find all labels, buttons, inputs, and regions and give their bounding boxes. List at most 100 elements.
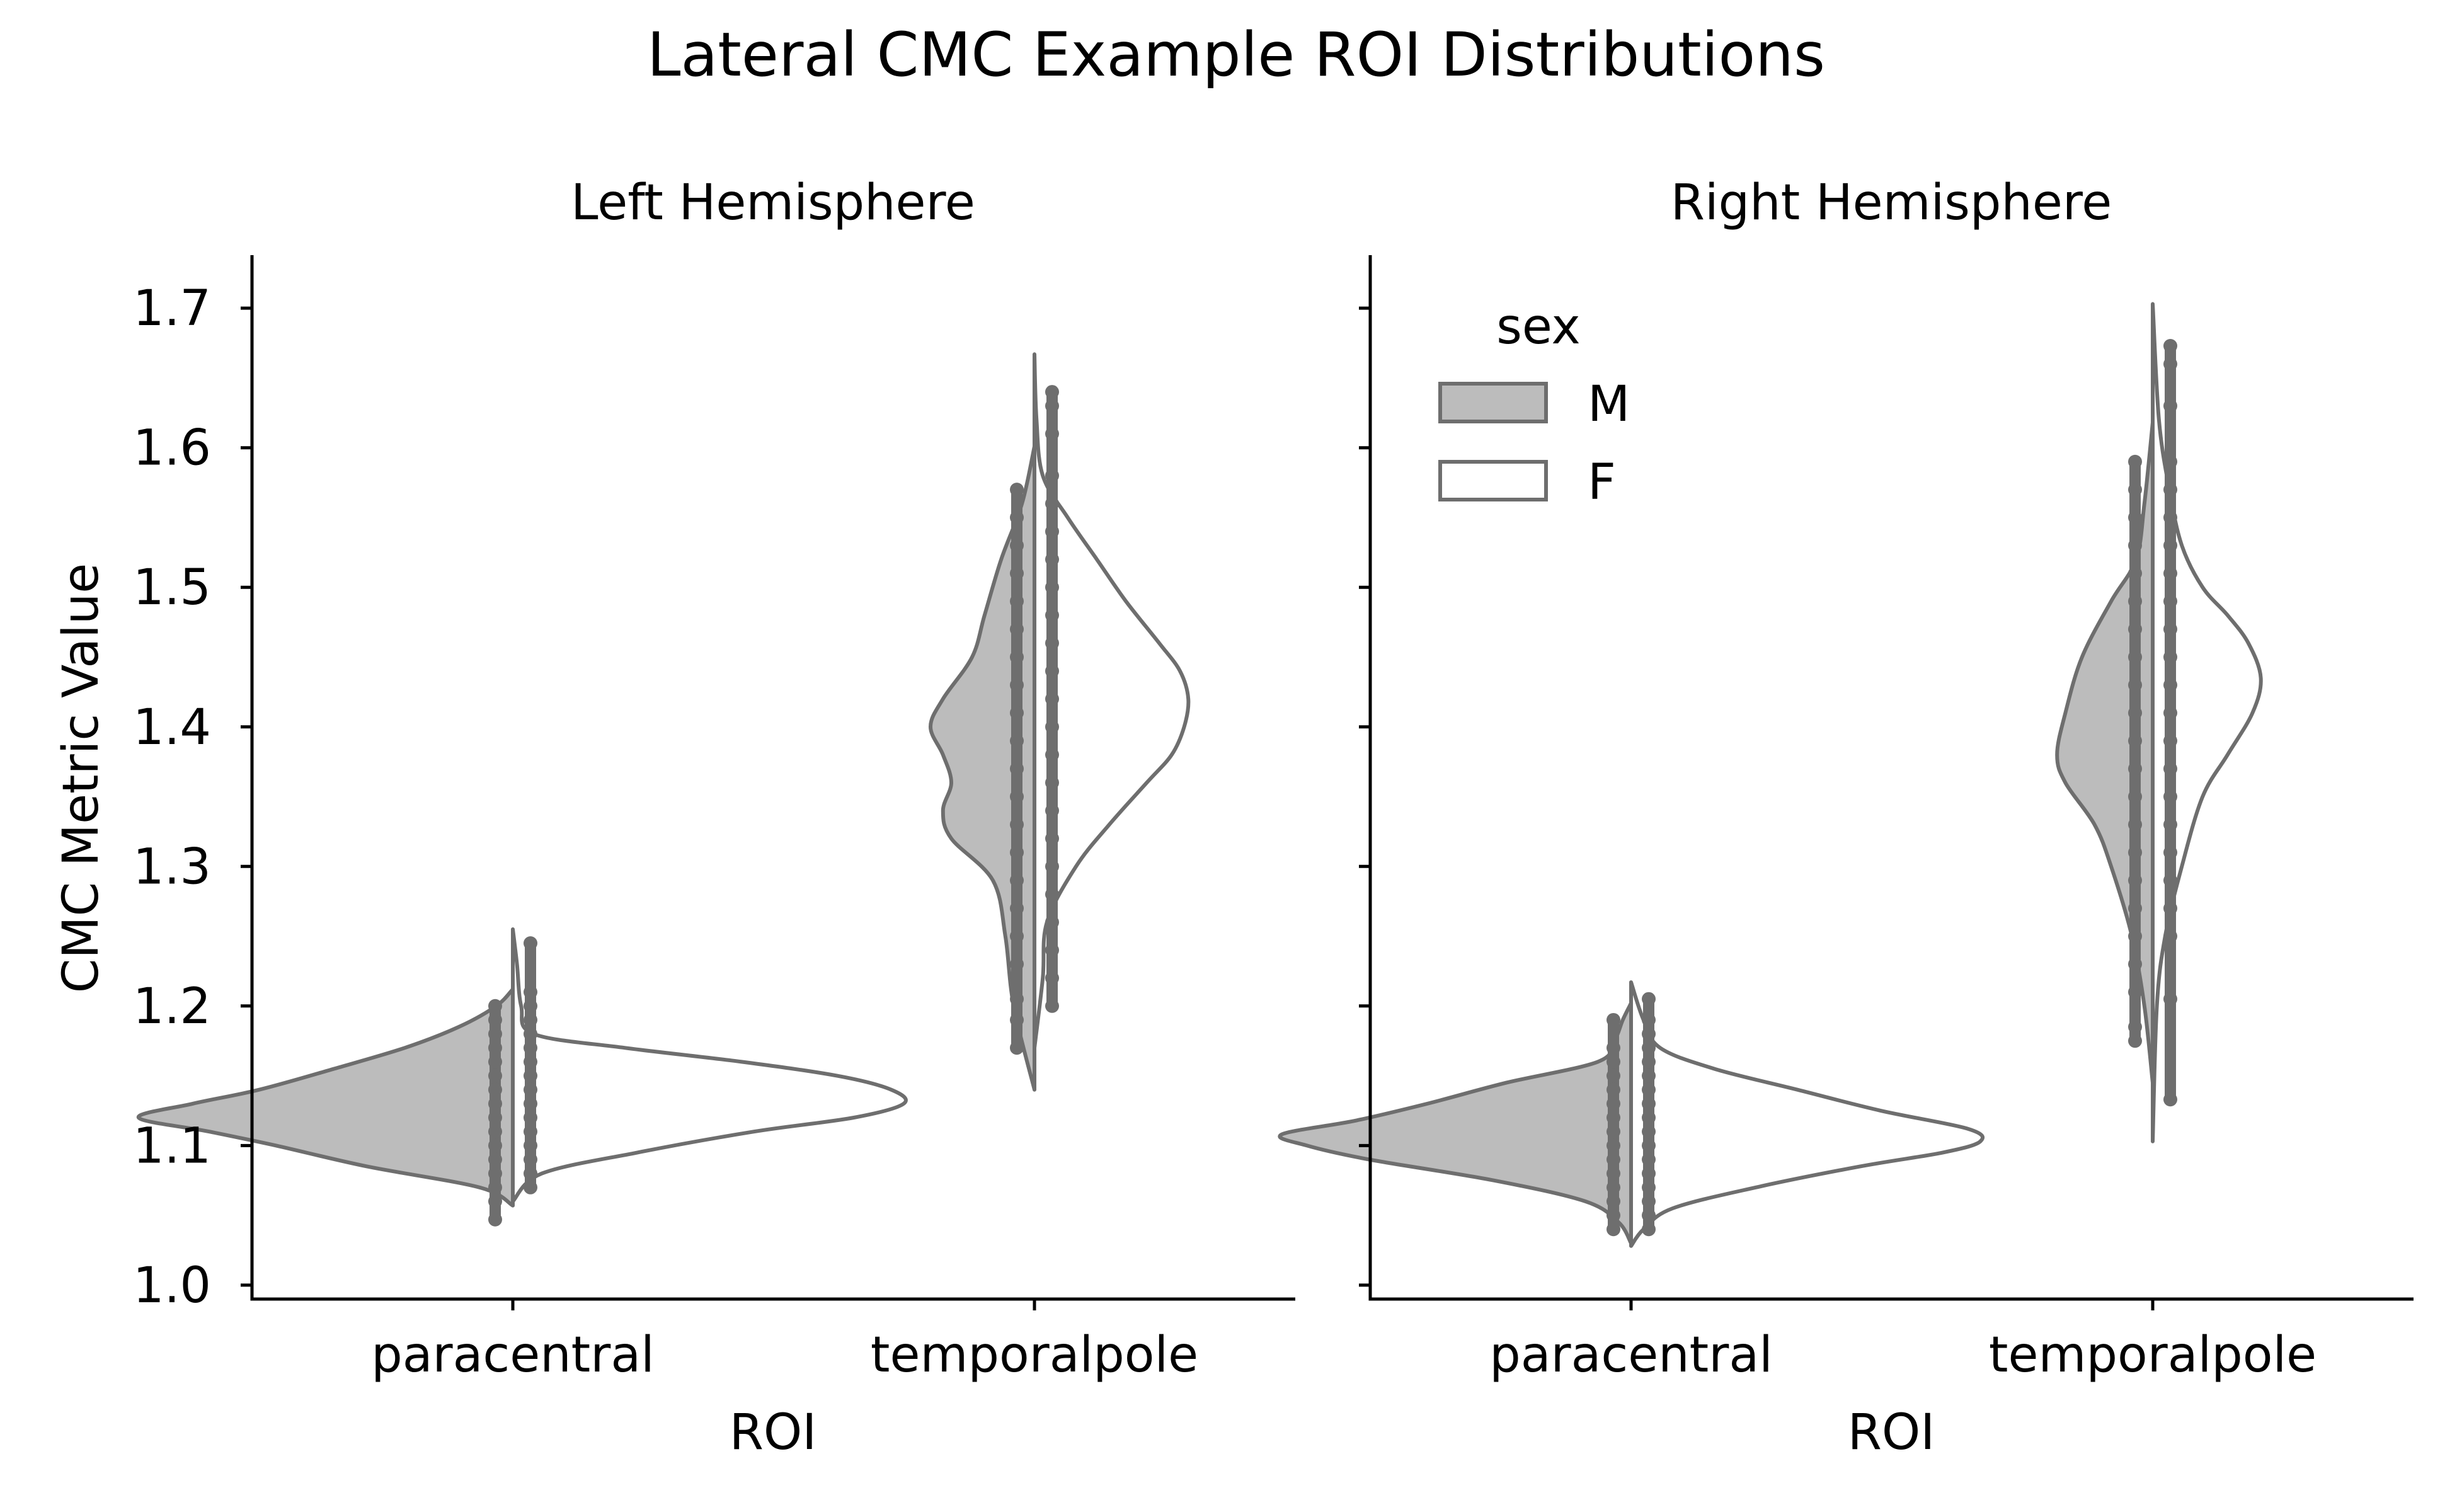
data-point (1045, 469, 1059, 483)
data-point (488, 1138, 502, 1153)
x-axis-label-right: ROI (1848, 1404, 1935, 1461)
data-point (524, 1027, 537, 1041)
right-panel-violins (1278, 302, 2263, 1248)
data-point (1045, 580, 1059, 595)
x-tick-label: paracentral (1489, 1327, 1773, 1383)
data-point (1606, 1208, 1620, 1223)
data-point (1010, 622, 1024, 636)
data-point (1606, 1138, 1620, 1153)
data-point (2128, 901, 2142, 915)
data-point (2163, 650, 2177, 664)
violin-right-paracentral-f (1629, 980, 1984, 1248)
data-point (2128, 650, 2142, 664)
data-point (2163, 845, 2177, 860)
data-point (1642, 1041, 1656, 1055)
data-point (1045, 803, 1059, 818)
y-tick-label: 1.7 (133, 280, 211, 337)
data-point (1642, 1138, 1656, 1153)
data-point (1642, 1208, 1656, 1223)
violin-left-paracentral-m (136, 987, 515, 1208)
right-y-ticks (1359, 306, 1370, 1287)
data-point (2163, 762, 2177, 776)
data-point (1010, 762, 1024, 776)
data-point (1010, 594, 1024, 609)
data-point (1045, 608, 1059, 622)
data-point (488, 1212, 502, 1227)
data-point (1642, 1194, 1656, 1208)
legend-swatch-f (1438, 460, 1548, 501)
data-point (1010, 650, 1024, 664)
data-point (2128, 762, 2142, 776)
data-point (1642, 1166, 1656, 1181)
y-tick-label: 1.5 (133, 559, 211, 616)
data-point (1010, 929, 1024, 944)
data-point (2128, 622, 2142, 636)
data-point (1045, 496, 1059, 511)
data-point (1642, 1068, 1656, 1083)
data-point (1010, 789, 1024, 804)
data-point (2128, 733, 2142, 748)
data-point (1010, 678, 1024, 692)
data-point (1642, 1111, 1656, 1125)
data-point (1606, 1125, 1620, 1139)
panel-title-right: Right Hemisphere (1671, 175, 2112, 231)
data-point (2128, 538, 2142, 553)
data-point (1642, 1180, 1656, 1194)
data-point (1010, 1012, 1024, 1027)
data-point (2128, 985, 2142, 999)
data-point (1045, 859, 1059, 874)
data-point (2128, 817, 2142, 832)
right-hemisphere-panel: Right Hemisphere paracentral temporalpole… (1278, 175, 2414, 1461)
data-point (488, 1012, 502, 1027)
left-y-ticks: 1.0 1.1 1.2 1.3 1.4 1.5 1.6 1.7 (133, 280, 252, 1314)
data-point (1045, 776, 1059, 790)
data-point (2163, 510, 2177, 525)
data-point (1606, 1055, 1620, 1069)
data-point (1606, 1096, 1620, 1111)
data-point (524, 1180, 537, 1194)
data-point (1010, 992, 1024, 1006)
left-x-ticks: paracentral temporalpole (371, 1299, 1198, 1383)
data-point (1045, 385, 1059, 399)
legend-label-f: F (1588, 454, 1616, 511)
y-tick-label: 1.4 (133, 699, 211, 756)
data-point (524, 999, 537, 1013)
data-point (524, 985, 537, 999)
data-point (2163, 338, 2177, 353)
data-point (488, 1166, 502, 1181)
data-point (2163, 901, 2177, 915)
data-point (2163, 622, 2177, 636)
data-point (1010, 957, 1024, 971)
data-point (2163, 1092, 2177, 1107)
data-point (1045, 524, 1059, 539)
data-point (1010, 901, 1024, 915)
data-point (2128, 483, 2142, 497)
data-point (1010, 483, 1024, 497)
legend-swatch-m (1438, 382, 1548, 423)
data-point (2163, 817, 2177, 832)
data-point (488, 999, 502, 1013)
data-point (2163, 566, 2177, 581)
data-point (1045, 552, 1059, 566)
data-point (2128, 1034, 2142, 1048)
data-point (2128, 566, 2142, 581)
data-point (2163, 678, 2177, 692)
y-tick-label: 1.1 (133, 1118, 211, 1174)
data-point (1606, 1180, 1620, 1194)
violin-right-paracentral-m (1278, 1001, 1633, 1246)
data-point (1045, 943, 1059, 958)
data-point (524, 936, 537, 951)
left-panel-violins (136, 352, 1191, 1227)
data-point (1045, 636, 1059, 650)
x-tick-label: paracentral (371, 1327, 655, 1383)
data-point (2128, 873, 2142, 888)
data-point (1606, 1082, 1620, 1097)
data-point (1606, 1041, 1620, 1055)
data-point (524, 1068, 537, 1083)
data-point (2163, 483, 2177, 497)
data-point (1642, 1096, 1656, 1111)
data-point (524, 1082, 537, 1097)
legend-label-m: M (1588, 376, 1630, 433)
data-point (1045, 887, 1059, 902)
data-point (2163, 594, 2177, 609)
